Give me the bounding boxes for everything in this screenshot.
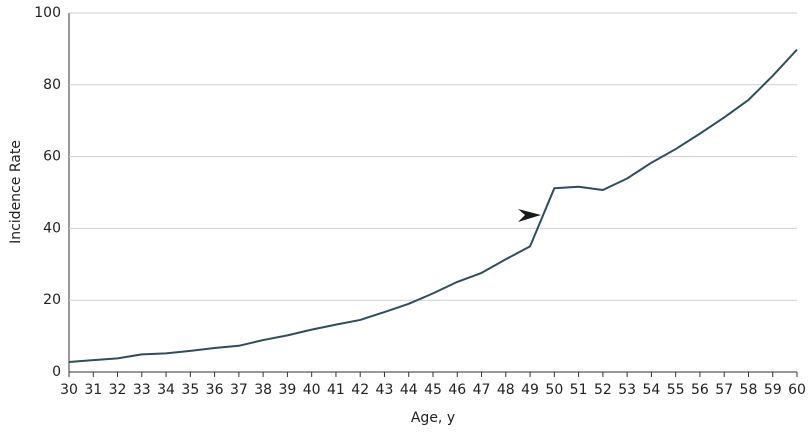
x-tick-label: 39 [278, 382, 296, 398]
x-tick-label: 49 [521, 382, 539, 398]
x-tick-label: 60 [788, 382, 806, 398]
x-tick-label: 31 [84, 382, 102, 398]
x-tick-label: 53 [618, 382, 636, 398]
x-tick-label: 30 [60, 382, 78, 398]
x-tick-label: 58 [740, 382, 758, 398]
x-tick-label: 35 [181, 382, 199, 398]
x-tick-label: 55 [667, 382, 685, 398]
x-tick-label: 52 [594, 382, 612, 398]
x-tick-label: 42 [351, 382, 369, 398]
y-tick-label: 0 [52, 364, 61, 380]
x-tick-label: 48 [497, 382, 515, 398]
x-tick-label: 46 [448, 382, 466, 398]
x-tick-label: 36 [206, 382, 224, 398]
x-axis-label: Age, y [411, 410, 455, 426]
y-tick-label: 100 [34, 5, 61, 21]
x-tick-label: 38 [254, 382, 272, 398]
x-tick-label: 56 [691, 382, 709, 398]
y-tick-label: 60 [43, 149, 61, 165]
y-tick-label: 40 [43, 220, 61, 236]
x-tick-label: 50 [545, 382, 563, 398]
x-tick-label: 34 [157, 382, 175, 398]
x-tick-label: 41 [327, 382, 345, 398]
x-tick-label: 40 [303, 382, 321, 398]
x-tick-label: 33 [133, 382, 151, 398]
x-tick-label: 37 [230, 382, 248, 398]
x-tick-label: 54 [642, 382, 660, 398]
x-tick-label: 45 [424, 382, 442, 398]
annotation-arrow [518, 209, 541, 222]
x-tick-label: 57 [715, 382, 733, 398]
x-tick-label: 43 [376, 382, 394, 398]
y-tick-label: 80 [43, 77, 61, 93]
x-tick-label: 32 [109, 382, 127, 398]
y-tick-label: 20 [43, 292, 61, 308]
x-tick-label: 59 [764, 382, 782, 398]
x-tick-label: 44 [400, 382, 418, 398]
data-line [68, 48, 798, 363]
x-tick-label: 47 [473, 382, 491, 398]
x-tick-label: 51 [570, 382, 588, 398]
y-axis-label: Incidence Rate [8, 140, 24, 244]
